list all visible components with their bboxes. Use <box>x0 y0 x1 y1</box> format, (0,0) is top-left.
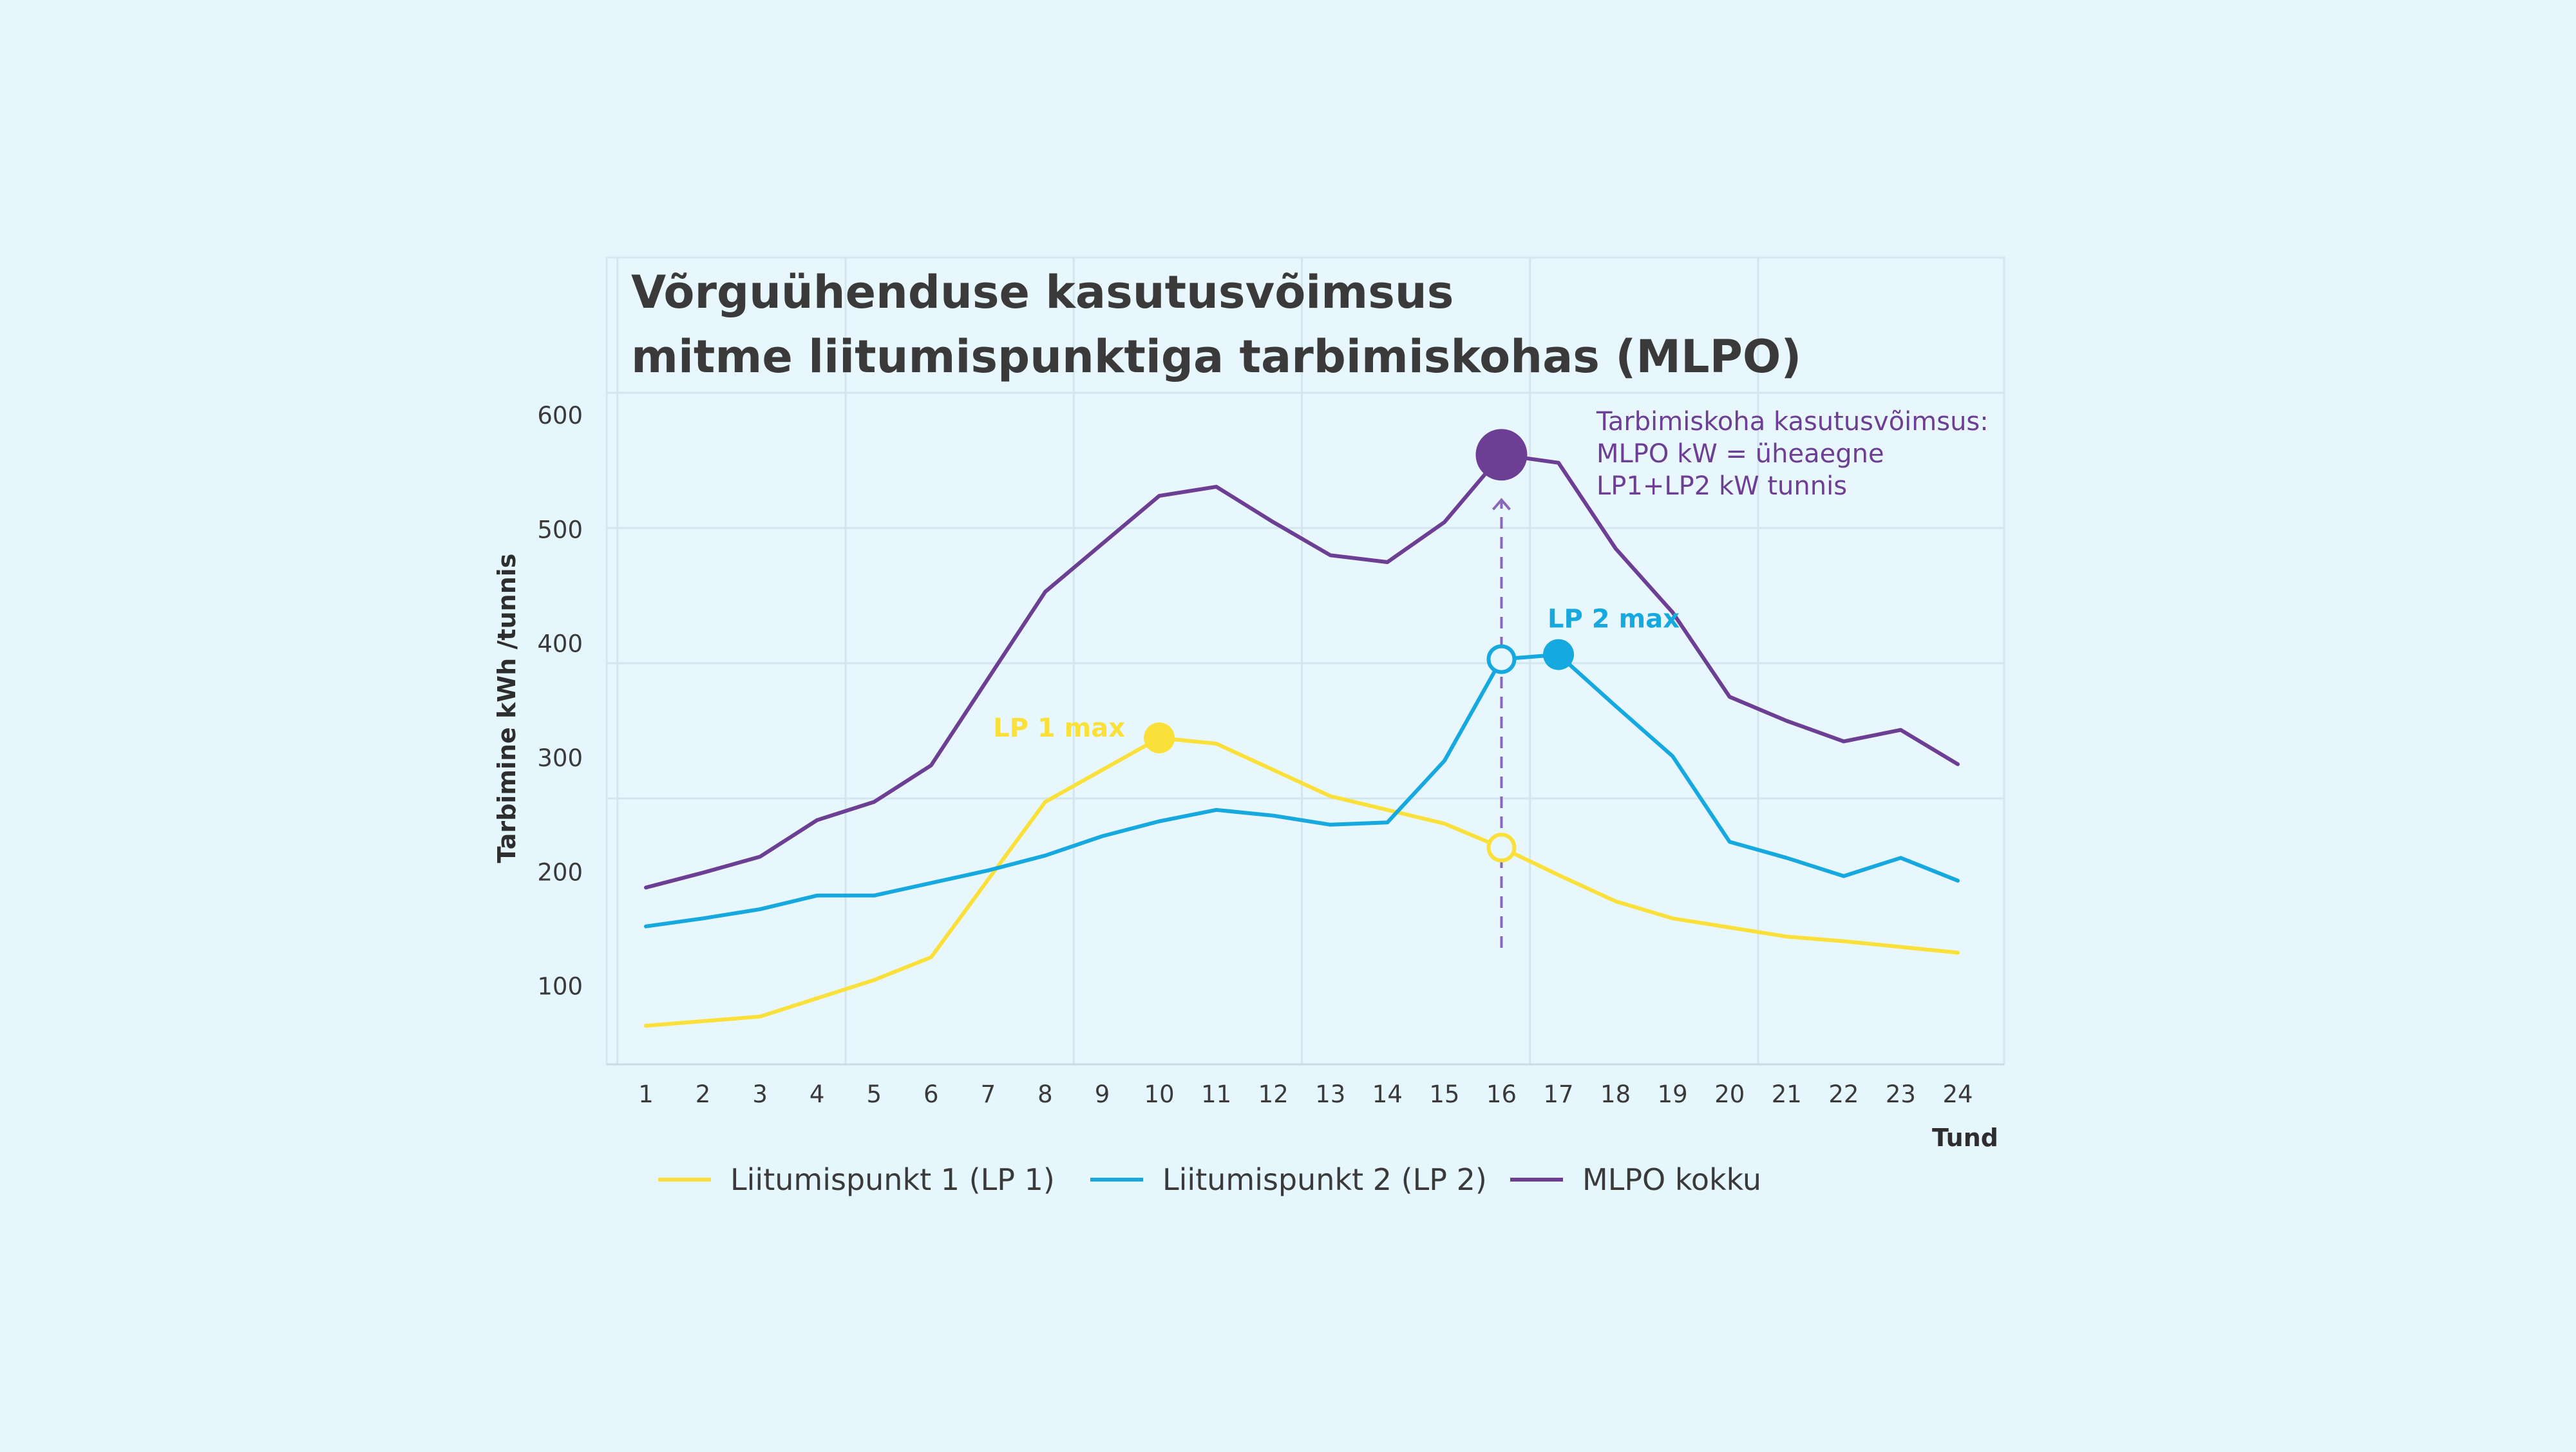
chart-title-line-1: Võrguühenduse kasutusvõimsus <box>631 266 1454 319</box>
mlpo-peak-annotation-line: Tarbimiskoha kasutusvõimsus: <box>1596 407 1989 437</box>
x-tick-label: 2 <box>696 1080 711 1108</box>
lp2-max-marker <box>1543 639 1575 670</box>
y-axis-label: Tarbimine kWh /tunnis <box>493 554 521 863</box>
x-tick-label: 8 <box>1037 1080 1053 1108</box>
peak-arrowhead <box>1492 498 1511 511</box>
x-axis-ticks: 1 2 3 4 5 6 7 8 9 10 11 12 13 14 15 16 17 18 19 20 21 22 23 24 <box>638 1080 1973 1108</box>
x-tick-label: 17 <box>1543 1080 1573 1108</box>
x-tick-label: 12 <box>1258 1080 1289 1108</box>
mlpo-peak-annotation-line: LP1+LP2 kW tunnis <box>1596 471 1847 501</box>
x-tick-label: 10 <box>1144 1080 1175 1108</box>
legend-label-2: Liitumispunkt 2 (LP 2) <box>1162 1162 1487 1197</box>
x-tick-label: 6 <box>923 1080 939 1108</box>
lp1-max-label: LP 1 max <box>993 713 1125 743</box>
lp1-max-marker <box>1144 722 1175 754</box>
x-axis-label: Tund <box>1932 1124 1998 1152</box>
y-tick-label: 100 <box>537 973 583 1001</box>
y-tick-label: 600 <box>537 402 583 429</box>
x-tick-label: 15 <box>1429 1080 1459 1108</box>
x-tick-label: 3 <box>752 1080 768 1108</box>
x-tick-label: 4 <box>810 1080 825 1108</box>
legend-label-1: Liitumispunkt 1 (LP 1) <box>730 1162 1055 1197</box>
series-line-3 <box>644 453 1960 890</box>
y-axis-ticks: 100 200 300 400 500 600 <box>537 402 583 1001</box>
x-tick-label: 19 <box>1658 1080 1688 1108</box>
y-tick-label: 200 <box>537 858 583 886</box>
x-tick-label: 21 <box>1772 1080 1802 1108</box>
grid <box>607 258 2004 1064</box>
legend: Liitumispunkt 1 (LP 1) Liitumispunkt 2 (L… <box>658 1162 1761 1197</box>
x-tick-label: 13 <box>1315 1080 1345 1108</box>
series-line-2 <box>644 652 1960 929</box>
x-tick-label: 22 <box>1828 1080 1859 1108</box>
x-tick-label: 11 <box>1201 1080 1231 1108</box>
lp1-hour16-marker <box>1486 833 1517 863</box>
lp2-max-label: LP 2 max <box>1548 605 1680 634</box>
x-tick-label: 7 <box>981 1080 996 1108</box>
x-tick-label: 14 <box>1372 1080 1403 1108</box>
x-tick-label: 5 <box>866 1080 882 1108</box>
x-tick-label: 23 <box>1886 1080 1916 1108</box>
series-line-1 <box>644 736 1960 1028</box>
x-tick-label: 20 <box>1714 1080 1745 1108</box>
legend-label-3: MLPO kokku <box>1582 1162 1761 1197</box>
x-tick-label: 1 <box>638 1080 654 1108</box>
lp2-hour16-marker <box>1486 644 1517 674</box>
y-tick-label: 500 <box>537 516 583 543</box>
annotations: LP 1 max LP 2 max Tarbimiskoha kasutusvõim… <box>993 407 1989 948</box>
chart-title-line-2: mitme liitumispunktiga tarbimiskohas (ML… <box>631 330 1801 383</box>
y-tick-label: 400 <box>537 630 583 658</box>
series-lines <box>644 453 1960 1028</box>
x-tick-label: 16 <box>1486 1080 1517 1108</box>
y-tick-label: 300 <box>537 744 583 772</box>
x-tick-label: 18 <box>1600 1080 1631 1108</box>
mlpo-peak-marker <box>1475 429 1528 481</box>
mlpo-peak-annotation-line: MLPO kW = üheaegne <box>1596 439 1884 469</box>
x-tick-label: 24 <box>1942 1080 1973 1108</box>
x-tick-label: 9 <box>1095 1080 1110 1108</box>
